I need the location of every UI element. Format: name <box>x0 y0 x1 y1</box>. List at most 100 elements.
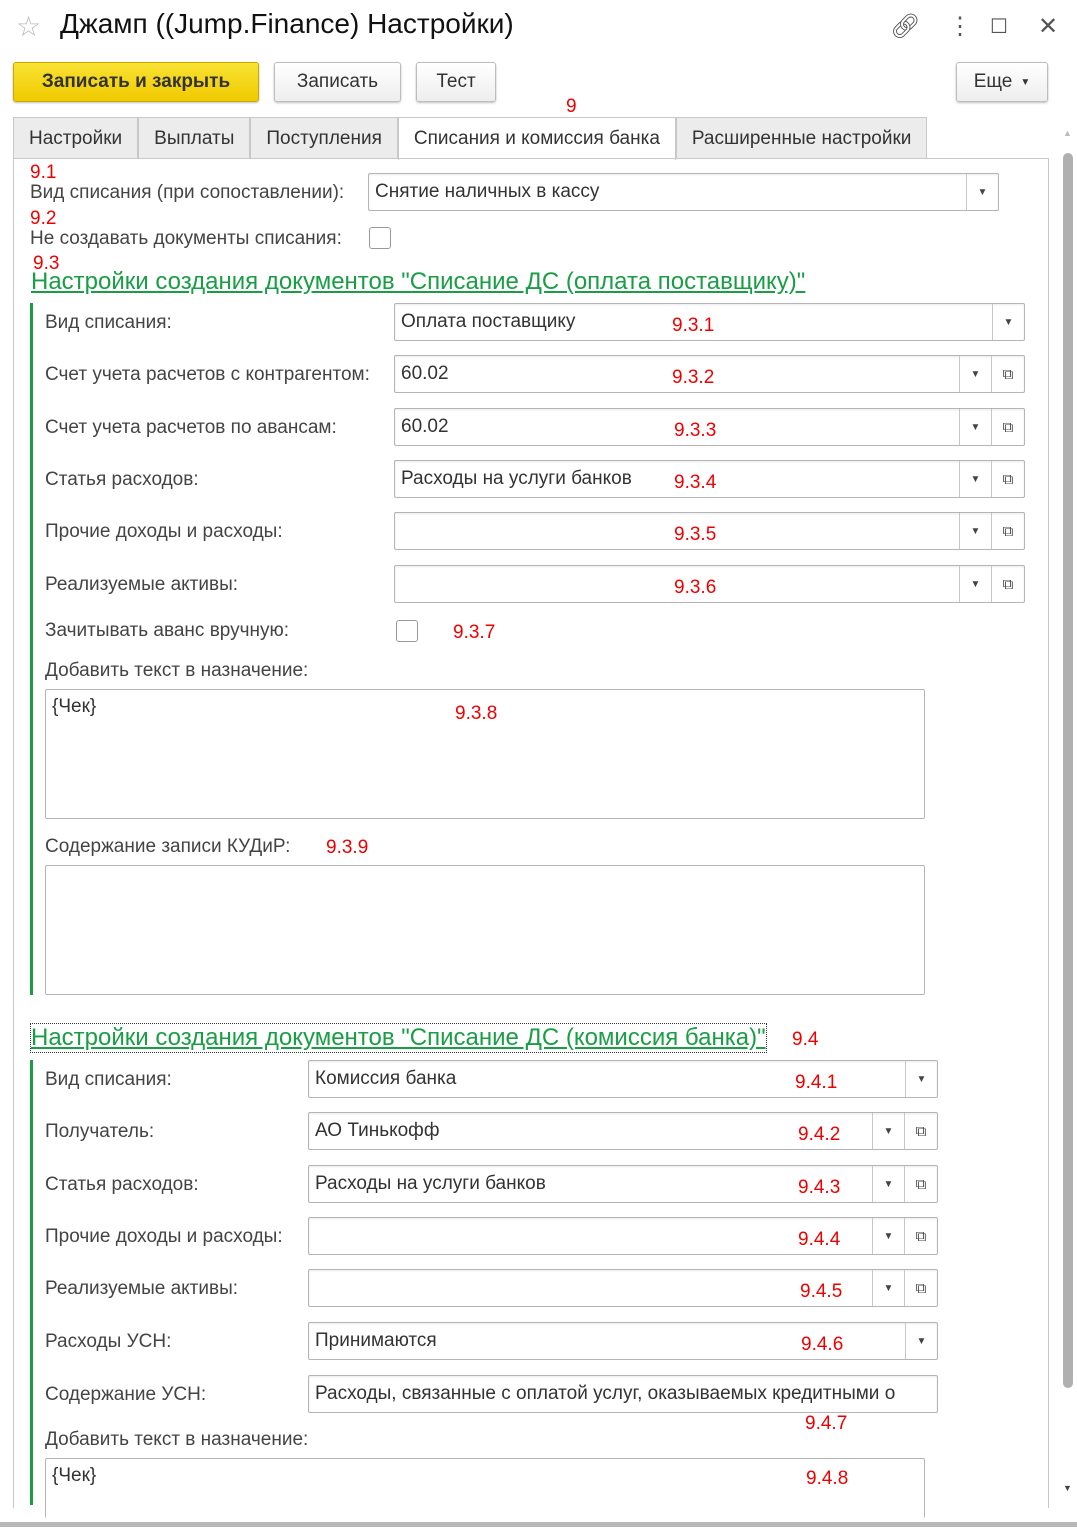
close-icon[interactable]: ✕ <box>1038 13 1059 40</box>
field-value: 60.02 <box>401 416 449 437</box>
kudir-textarea[interactable] <box>45 865 925 995</box>
annotation: 9.3.3 <box>674 420 717 441</box>
section-link-commission[interactable]: Настройки создания документов "Списание … <box>30 1023 767 1053</box>
field-input[interactable]: ▼ ⧉ <box>308 1269 938 1307</box>
writeoff-type-select[interactable]: Снятие наличных в кассу ▼ <box>368 173 999 211</box>
tab-advanced[interactable]: Расширенные настройки <box>675 117 928 159</box>
open-icon[interactable]: ⧉ <box>991 566 1024 602</box>
annotation: 9.3.8 <box>455 703 498 724</box>
save-and-close-button[interactable]: Записать и закрыть <box>13 62 259 102</box>
section-link-supplier[interactable]: Настройки создания документов "Списание … <box>31 268 806 295</box>
field-input[interactable]: ▼ ⧉ <box>308 1217 938 1255</box>
tab-payouts[interactable]: Выплаты <box>138 117 251 159</box>
no-docs-checkbox[interactable] <box>369 227 391 249</box>
dropdown-icon[interactable]: ▼ <box>959 461 991 497</box>
field-input[interactable]: АО Тинькофф ▼ ⧉ <box>308 1112 938 1150</box>
more-icon[interactable]: ⋮ <box>948 13 972 40</box>
field-value: АО Тинькофф <box>315 1120 440 1141</box>
field-label: Расходы УСН: <box>45 1331 172 1352</box>
scrollbar[interactable]: ▲ ▼ <box>1060 128 1076 1498</box>
field-input[interactable]: Расходы, связанные с оплатой услуг, оказ… <box>308 1375 938 1413</box>
annotation: 9.3.2 <box>672 367 715 388</box>
open-icon[interactable]: ⧉ <box>904 1270 937 1306</box>
more-label: Еще <box>973 71 1013 92</box>
annotation: 9.4.8 <box>806 1468 849 1489</box>
field-label: Реализуемые активы: <box>45 1278 239 1299</box>
dropdown-icon[interactable]: ▼ <box>872 1218 904 1254</box>
field-value: Расходы, связанные с оплатой услуг, оказ… <box>315 1383 896 1404</box>
field-value: Оплата поставщику <box>401 311 576 332</box>
field-input[interactable]: Оплата поставщику ▼ <box>394 303 1025 341</box>
field-label: Реализуемые активы: <box>45 574 239 595</box>
open-icon[interactable]: ⧉ <box>991 356 1024 392</box>
field-label: Счет учета расчетов по авансам: <box>45 417 337 438</box>
field-label: Статья расходов: <box>45 1174 199 1195</box>
dropdown-icon[interactable]: ▼ <box>959 409 991 445</box>
field-label: Статья расходов: <box>45 469 199 490</box>
scroll-down-icon[interactable]: ▼ <box>1063 1483 1072 1493</box>
purpose-textarea[interactable]: {Чек} <box>45 1458 925 1518</box>
dropdown-icon[interactable]: ▼ <box>959 566 991 602</box>
dropdown-icon[interactable]: ▼ <box>905 1061 937 1097</box>
dropdown-icon[interactable]: ▼ <box>992 304 1024 340</box>
field-input[interactable]: Расходы на услуги банков ▼ ⧉ <box>394 460 1025 498</box>
purpose-label: Добавить текст в назначение: <box>45 1429 309 1450</box>
annotation: 9.3.1 <box>672 315 715 336</box>
group-bar <box>30 303 33 995</box>
dropdown-icon[interactable]: ▼ <box>872 1166 904 1202</box>
field-input[interactable]: 60.02 ▼ ⧉ <box>394 355 1025 393</box>
dropdown-icon[interactable]: ▼ <box>959 513 991 549</box>
field-input[interactable]: Принимаются ▼ <box>308 1322 938 1360</box>
annotation: 9 <box>566 96 577 117</box>
open-icon[interactable]: ⧉ <box>991 409 1024 445</box>
dropdown-icon[interactable]: ▼ <box>872 1113 904 1149</box>
field-value: Расходы на услуги банков <box>315 1173 546 1194</box>
dropdown-icon[interactable]: ▼ <box>959 356 991 392</box>
open-icon[interactable]: ⧉ <box>904 1166 937 1202</box>
dropdown-icon[interactable]: ▼ <box>966 174 998 210</box>
field-input[interactable]: Расходы на услуги банков ▼ ⧉ <box>308 1165 938 1203</box>
field-input[interactable]: ▼ ⧉ <box>394 512 1025 550</box>
maximize-icon[interactable]: ☐ <box>990 16 1008 38</box>
open-icon[interactable]: ⧉ <box>904 1218 937 1254</box>
save-button[interactable]: Записать <box>274 62 401 102</box>
dropdown-icon[interactable]: ▼ <box>905 1323 937 1359</box>
field-value: Принимаются <box>315 1330 437 1351</box>
field-input[interactable]: Комиссия банка ▼ <box>308 1060 938 1098</box>
field-input[interactable]: 60.02 ▼ ⧉ <box>394 408 1025 446</box>
open-icon[interactable]: ⧉ <box>991 461 1024 497</box>
star-icon[interactable]: ☆ <box>16 11 42 42</box>
more-button[interactable]: Еще ▼ <box>956 62 1048 102</box>
annotation: 9.3.6 <box>674 577 717 598</box>
field-input[interactable]: ▼ ⧉ <box>394 565 1025 603</box>
annotation: 9.3.7 <box>453 622 496 643</box>
field-label: Вид списания: <box>45 312 172 333</box>
tab-bar: Настройки Выплаты Поступления Списания и… <box>13 117 928 160</box>
scrollbar-thumb[interactable] <box>1063 153 1073 1388</box>
link-icon[interactable]: 🔗︎ <box>890 13 921 40</box>
field-label: Прочие доходы и расходы: <box>45 1226 283 1247</box>
purpose-textarea[interactable]: {Чек} <box>45 689 925 819</box>
tab-receipts[interactable]: Поступления <box>250 117 398 159</box>
annotation: 9.4.7 <box>805 1413 848 1434</box>
open-icon[interactable]: ⧉ <box>904 1113 937 1149</box>
field-label: Прочие доходы и расходы: <box>45 521 283 542</box>
open-icon[interactable]: ⧉ <box>991 513 1024 549</box>
test-button[interactable]: Тест <box>416 62 496 102</box>
tab-writeoffs[interactable]: Списания и комиссия банка <box>397 117 676 160</box>
annotation: 9.1 <box>30 162 57 183</box>
annotation: 9.4 <box>792 1029 819 1050</box>
chevron-down-icon: ▼ <box>1020 76 1031 88</box>
annotation: 9.3.9 <box>326 837 369 858</box>
annotation: 9.4.5 <box>800 1281 843 1302</box>
field-label: Получатель: <box>45 1121 155 1142</box>
annotation: 9.4.2 <box>798 1124 841 1145</box>
bottom-border <box>0 1522 1077 1527</box>
annotation: 9.4.6 <box>801 1334 844 1355</box>
scroll-up-icon[interactable]: ▲ <box>1063 128 1072 138</box>
field-label: Счет учета расчетов с контрагентом: <box>45 364 370 385</box>
tab-settings[interactable]: Настройки <box>13 117 139 159</box>
advance-checkbox[interactable] <box>396 620 418 642</box>
purpose-label: Добавить текст в назначение: <box>45 660 309 681</box>
dropdown-icon[interactable]: ▼ <box>872 1270 904 1306</box>
